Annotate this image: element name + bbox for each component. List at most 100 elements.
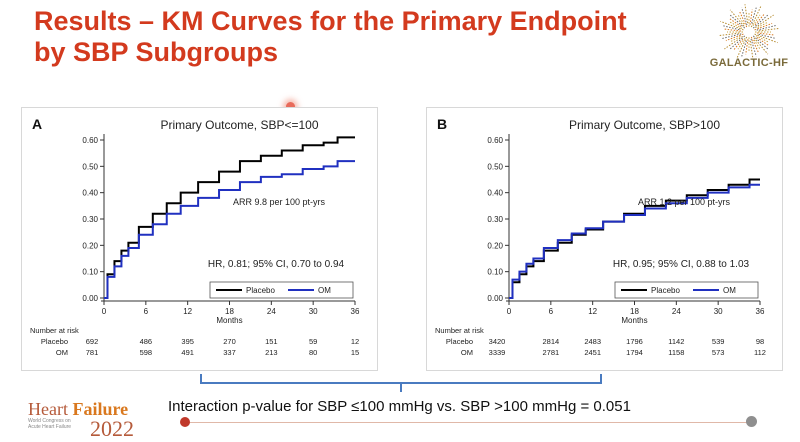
logo-ray — [752, 35, 770, 51]
x-tick-label: 6 — [549, 307, 554, 316]
y-tick-label: 0.20 — [82, 241, 98, 250]
logo-ray — [752, 13, 770, 29]
legend-box — [614, 281, 759, 299]
slide-title-line1: Results – KM Curves for the Primary Endp… — [34, 6, 627, 36]
x-tick-label: 30 — [714, 307, 723, 316]
y-tick-label: 0.50 — [82, 162, 98, 171]
logo-ray — [754, 33, 778, 44]
km-chart-a: A Primary Outcome, SBP<=100 0.00 0.10 0.20 0.… — [30, 116, 360, 357]
at-risk-value: 2814 — [542, 337, 559, 346]
at-risk-value: 2781 — [542, 348, 559, 357]
logo-ray — [756, 37, 770, 47]
at-risk-value: 395 — [181, 337, 194, 346]
arr-annotation: ARR 9.8 per 100 pt-yrs — [233, 197, 326, 207]
interaction-p-value-text: Interaction p-value for SBP ≤100 mmHg vs… — [168, 398, 631, 415]
slide-title-line2: by SBP Subgroups — [34, 37, 279, 67]
panel-label: A — [32, 116, 42, 132]
logo-ray — [755, 14, 774, 29]
at-risk-value: 2483 — [584, 337, 601, 346]
at-risk-value: 3339 — [489, 348, 506, 357]
y-tick-label: 0.10 — [487, 268, 503, 277]
y-tick-label: 0.60 — [82, 136, 98, 145]
at-risk-row-name: Placebo — [446, 337, 473, 346]
progress-start-dot — [180, 417, 190, 427]
x-tick-label: 30 — [309, 307, 318, 316]
hr-annotation: HR, 0.95; 95% CI, 0.88 to 1.03 — [613, 259, 750, 270]
chart-title: Primary Outcome, SBP<=100 — [160, 118, 318, 132]
at-risk-value: 2451 — [584, 348, 601, 357]
at-risk-value: 337 — [223, 348, 236, 357]
legend-label: OM — [723, 286, 736, 295]
at-risk-value: 1796 — [626, 337, 643, 346]
legend-label: Placebo — [246, 286, 275, 295]
logo-ray — [728, 35, 746, 51]
km-curve-om — [104, 160, 355, 299]
at-risk-value: 213 — [265, 348, 278, 357]
legend-box — [209, 281, 354, 299]
arr-annotation: ARR 1.2 per 100 pt-yrs — [638, 197, 731, 207]
hf-year: 2022 — [90, 416, 134, 441]
logo-ray — [756, 24, 777, 31]
galactic-hf-logo-icon — [718, 4, 780, 60]
slide-title: Results – KM Curves for the Primary Endp… — [34, 6, 627, 68]
at-risk-value: 1794 — [626, 348, 643, 357]
logo-ray — [749, 9, 753, 25]
at-risk-value: 491 — [181, 348, 194, 357]
at-risk-value: 1142 — [668, 337, 684, 346]
at-risk-value: 1158 — [668, 348, 684, 357]
at-risk-value: 112 — [754, 348, 766, 357]
km-curve-om — [509, 183, 760, 299]
logo-ray — [753, 39, 761, 50]
at-risk-value: 486 — [140, 337, 153, 346]
galactic-hf-logo-text: GALACTIC-HF — [709, 57, 789, 69]
at-risk-value: 59 — [309, 337, 317, 346]
logo-ray — [757, 21, 769, 28]
y-tick-label: 0.50 — [487, 162, 503, 171]
y-tick-label: 0.00 — [82, 294, 98, 303]
at-risk-row-name: Placebo — [41, 337, 68, 346]
y-tick-label: 0.40 — [487, 189, 503, 198]
x-axis-label: Months — [621, 316, 647, 325]
logo-ray — [754, 13, 765, 26]
at-risk-value: 3420 — [489, 337, 506, 346]
progress-end-dot — [746, 416, 757, 427]
logo-ray — [750, 6, 762, 28]
at-risk-value: 573 — [712, 348, 725, 357]
at-risk-value: 598 — [140, 348, 153, 357]
x-axis-label: Months — [216, 316, 242, 325]
logo-ray — [741, 7, 748, 26]
x-tick-label: 18 — [225, 307, 234, 316]
at-risk-value: 15 — [351, 348, 359, 357]
legend-label: Placebo — [651, 286, 680, 295]
chart-title: Primary Outcome, SBP>100 — [569, 118, 720, 132]
logo-ray — [737, 37, 746, 50]
at-risk-row-name: OM — [461, 348, 473, 357]
at-risk-value: 270 — [223, 337, 236, 346]
x-tick-label: 12 — [183, 307, 192, 316]
logo-ray — [718, 32, 740, 37]
km-chart-b: B Primary Outcome, SBP>100 0.00 0.10 0.20 0.3… — [435, 116, 766, 357]
logo-ray — [721, 33, 742, 40]
laser-pointer-dot — [286, 102, 295, 111]
logo-ray — [754, 22, 773, 31]
logo-ray — [728, 13, 746, 29]
hf-subtitle: World Congress on Acute Heart Failure — [28, 418, 72, 430]
logo-ray — [725, 33, 744, 42]
x-tick-label: 36 — [756, 307, 765, 316]
at-risk-value: 539 — [712, 337, 725, 346]
at-risk-value: 781 — [86, 348, 99, 357]
logo-ray — [752, 14, 761, 27]
logo-ray — [736, 36, 748, 58]
logo-ray — [753, 37, 769, 55]
hf-word-failure: Failure — [72, 399, 129, 419]
y-tick-label: 0.20 — [487, 241, 503, 250]
logo-ray — [729, 9, 745, 27]
at-risk-value: 151 — [265, 337, 278, 346]
hf-word-heart: Heart — [28, 399, 68, 419]
logo-ray — [729, 21, 743, 29]
y-tick-label: 0.00 — [487, 294, 503, 303]
y-tick-label: 0.30 — [82, 215, 98, 224]
at-risk-value: 98 — [756, 337, 764, 346]
x-tick-label: 6 — [144, 307, 149, 316]
